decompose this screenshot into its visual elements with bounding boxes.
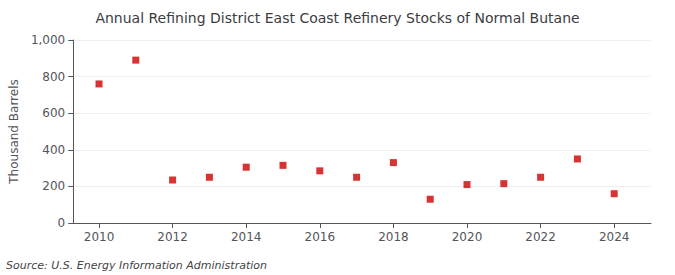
svg-text:2018: 2018 <box>378 230 409 244</box>
svg-text:1,000: 1,000 <box>31 33 65 47</box>
svg-text:800: 800 <box>42 70 65 84</box>
svg-text:2010: 2010 <box>84 230 115 244</box>
svg-text:2020: 2020 <box>452 230 483 244</box>
svg-text:600: 600 <box>42 106 65 120</box>
svg-text:Source: U.S. Energy Informatio: Source: U.S. Energy Information Administ… <box>6 259 267 272</box>
svg-text:2012: 2012 <box>157 230 188 244</box>
svg-text:2022: 2022 <box>525 230 556 244</box>
svg-text:2014: 2014 <box>231 230 262 244</box>
svg-text:200: 200 <box>42 179 65 193</box>
svg-text:400: 400 <box>42 143 65 157</box>
svg-text:Annual Refining District East: Annual Refining District East Coast Refi… <box>95 10 579 26</box>
svg-text:2016: 2016 <box>305 230 336 244</box>
svg-text:2024: 2024 <box>599 230 630 244</box>
svg-text:0: 0 <box>58 216 66 230</box>
svg-text:Thousand Barrels: Thousand Barrels <box>7 79 21 184</box>
